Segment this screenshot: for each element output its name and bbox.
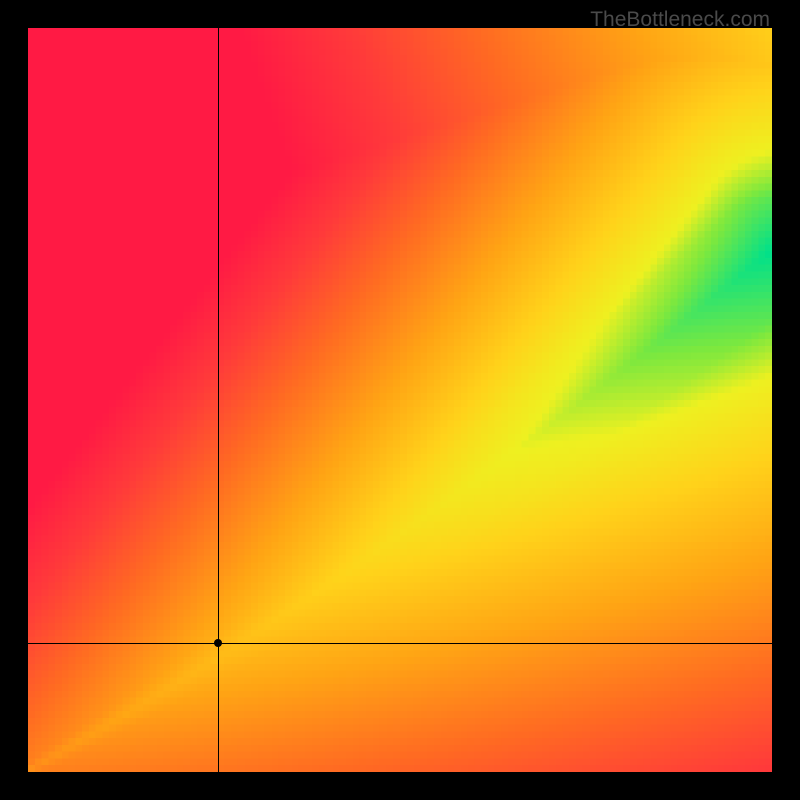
heatmap-plot [28,28,772,772]
crosshair-vertical [218,28,219,772]
heatmap-canvas [28,28,772,772]
watermark-text: TheBottleneck.com [590,8,770,32]
crosshair-horizontal [28,643,772,644]
crosshair-marker [214,639,222,647]
